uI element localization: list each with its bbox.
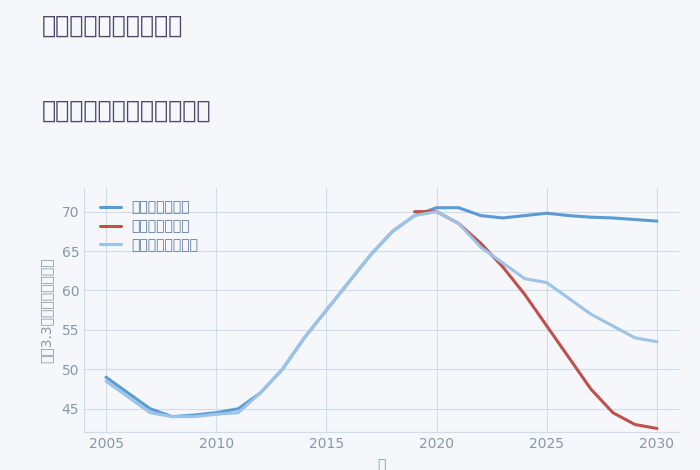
グッドシナリオ [102,375,110,380]
グッドシナリオ [498,215,507,221]
バッドシナリオ [587,386,595,392]
ノーマルシナリオ [300,335,309,341]
Line: ノーマルシナリオ: ノーマルシナリオ [106,212,657,416]
ノーマルシナリオ [565,296,573,301]
グッドシナリオ [234,406,242,412]
ノーマルシナリオ [212,411,220,417]
グッドシナリオ [410,213,419,219]
ノーマルシナリオ [653,339,662,345]
ノーマルシナリオ [587,311,595,317]
Text: 福岡県太宰府市三条の: 福岡県太宰府市三条の [42,14,183,38]
ノーマルシナリオ [521,276,529,282]
グッドシナリオ [344,280,353,285]
グッドシナリオ [146,406,154,412]
グッドシナリオ [542,211,551,216]
ノーマルシナリオ [389,228,397,234]
バッドシナリオ [521,291,529,297]
バッドシナリオ [631,422,639,427]
ノーマルシナリオ [433,209,441,214]
ノーマルシナリオ [542,280,551,285]
グッドシナリオ [477,213,485,219]
グッドシナリオ [300,335,309,341]
ノーマルシナリオ [146,410,154,415]
Legend: グッドシナリオ, バッドシナリオ, ノーマルシナリオ: グッドシナリオ, バッドシナリオ, ノーマルシナリオ [97,197,202,255]
グッドシナリオ [366,252,375,258]
グッドシナリオ [454,205,463,211]
バッドシナリオ [477,240,485,246]
ノーマルシナリオ [454,220,463,226]
グッドシナリオ [565,213,573,219]
ノーマルシナリオ [256,390,265,396]
ノーマルシナリオ [366,252,375,258]
バッドシナリオ [454,220,463,226]
ノーマルシナリオ [234,410,242,415]
ノーマルシナリオ [190,414,198,419]
バッドシナリオ [410,209,419,214]
ノーマルシナリオ [477,244,485,250]
Line: バッドシナリオ: バッドシナリオ [414,212,657,429]
ノーマルシナリオ [410,213,419,219]
グッドシナリオ [168,414,176,419]
ノーマルシナリオ [344,280,353,285]
ノーマルシナリオ [102,378,110,384]
グッドシナリオ [587,214,595,220]
グッドシナリオ [521,213,529,219]
Line: グッドシナリオ: グッドシナリオ [106,208,657,416]
グッドシナリオ [631,217,639,222]
バッドシナリオ [609,410,617,415]
グッドシナリオ [653,218,662,224]
X-axis label: 年: 年 [377,458,386,470]
ノーマルシナリオ [168,414,176,419]
Text: 中古マンションの価格推移: 中古マンションの価格推移 [42,99,211,123]
バッドシナリオ [565,355,573,360]
バッドシナリオ [542,323,551,329]
グッドシナリオ [322,307,330,313]
ノーマルシナリオ [278,367,286,372]
グッドシナリオ [389,228,397,234]
グッドシナリオ [256,390,265,396]
グッドシナリオ [278,367,286,372]
バッドシナリオ [498,264,507,270]
バッドシナリオ [433,209,441,214]
グッドシナリオ [190,412,198,418]
グッドシナリオ [433,205,441,211]
ノーマルシナリオ [498,260,507,266]
Y-axis label: 坪（3.3㎡）単価（万円）: 坪（3.3㎡）単価（万円） [39,258,53,363]
グッドシナリオ [212,410,220,415]
ノーマルシナリオ [322,307,330,313]
バッドシナリオ [653,426,662,431]
ノーマルシナリオ [609,323,617,329]
ノーマルシナリオ [631,335,639,341]
グッドシナリオ [609,215,617,221]
